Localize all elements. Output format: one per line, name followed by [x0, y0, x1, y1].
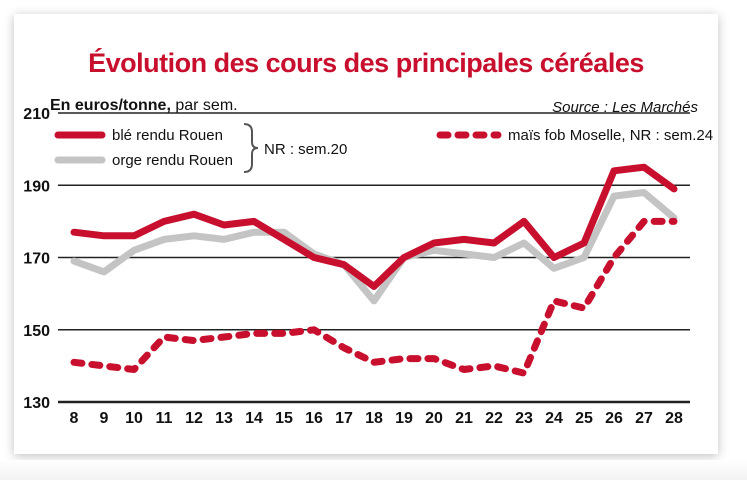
x-tick-label: 16	[305, 410, 323, 427]
x-tick-label: 12	[185, 410, 203, 427]
y-tick-label: 150	[23, 323, 50, 340]
x-tick-label: 22	[485, 410, 503, 427]
x-tick-label: 25	[575, 410, 593, 427]
x-tick-label: 17	[335, 410, 353, 427]
y-tick-label: 210	[23, 106, 50, 123]
x-tick-label: 24	[545, 410, 563, 427]
chart-title: Évolution des cours des principales céré…	[88, 48, 644, 78]
x-tick-label: 10	[125, 410, 143, 427]
x-tick-label: 19	[395, 410, 413, 427]
source-label: Source : Les Marchés	[552, 99, 698, 116]
y-tick-label: 130	[23, 395, 50, 412]
x-tick-label: 18	[365, 410, 383, 427]
legend-brace	[243, 123, 259, 173]
legend: blé rendu Rouen orge rendu Rouen NR : se…	[54, 123, 713, 173]
x-tick-label: 9	[100, 410, 109, 427]
page-bottom-shadow	[0, 460, 747, 480]
y-unit-rest: par sem.	[170, 97, 238, 114]
x-tick-labels: 8 9 10 11 12 13 14 15 16 17 18 19 20 21 22 23 24 25 26 27 28	[70, 410, 683, 427]
x-tick-label: 27	[635, 410, 653, 427]
y-tick-label: 190	[23, 178, 50, 195]
x-tick-label: 13	[215, 410, 233, 427]
y-tick-label: 170	[23, 251, 50, 268]
x-tick-label: 23	[515, 410, 533, 427]
x-tick-label: 20	[425, 410, 443, 427]
series-line-mais	[70, 217, 678, 377]
series-lines	[70, 163, 678, 377]
x-tick-label: 28	[665, 410, 683, 427]
y-unit-bold: En euros/tonne,	[50, 97, 171, 114]
series-line-orge	[70, 189, 678, 305]
y-unit-label: En euros/tonne, par sem.	[50, 97, 238, 115]
x-tick-label: 11	[156, 410, 173, 427]
legend-label-mais: maïs fob Moselle, NR : sem.24	[508, 127, 713, 144]
legend-nr-label: NR : sem.20	[264, 141, 347, 158]
x-tick-label: 26	[605, 410, 623, 427]
x-tick-label: 15	[275, 410, 293, 427]
legend-label-orge: orge rendu Rouen	[112, 152, 233, 169]
x-tick-label: 8	[70, 410, 79, 427]
legend-label-ble: blé rendu Rouen	[112, 127, 223, 144]
series-line-ble	[70, 163, 678, 290]
x-tick-label: 14	[245, 410, 263, 427]
x-tick-label: 21	[455, 410, 473, 427]
y-tick-labels: 130 150 170 190 210	[23, 106, 50, 412]
